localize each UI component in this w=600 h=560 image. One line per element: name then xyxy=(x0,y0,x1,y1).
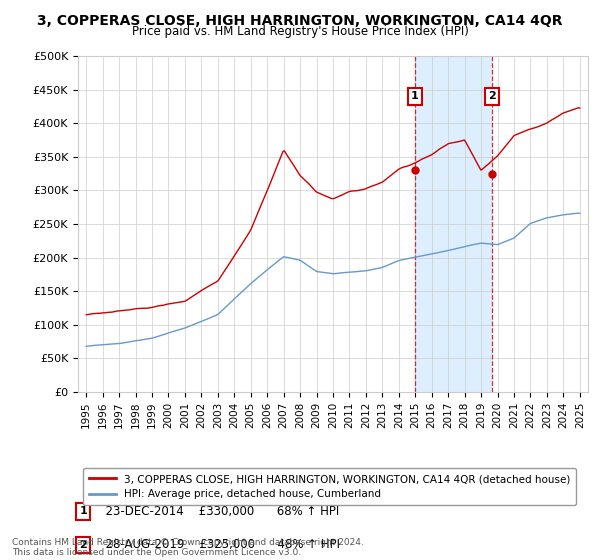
Text: 1: 1 xyxy=(79,506,87,516)
Text: Contains HM Land Registry data © Crown copyright and database right 2024.
This d: Contains HM Land Registry data © Crown c… xyxy=(12,538,364,557)
Text: 2: 2 xyxy=(488,91,496,101)
Text: 3, COPPERAS CLOSE, HIGH HARRINGTON, WORKINGTON, CA14 4QR: 3, COPPERAS CLOSE, HIGH HARRINGTON, WORK… xyxy=(37,14,563,28)
Bar xyxy=(415,56,492,392)
Text: 1: 1 xyxy=(411,91,419,101)
Text: Price paid vs. HM Land Registry's House Price Index (HPI): Price paid vs. HM Land Registry's House … xyxy=(131,25,469,38)
Text: 28-AUG-2019    £325,000      48% ↑ HPI: 28-AUG-2019 £325,000 48% ↑ HPI xyxy=(98,538,340,552)
Text: 23-DEC-2014    £330,000      68% ↑ HPI: 23-DEC-2014 £330,000 68% ↑ HPI xyxy=(98,505,340,518)
Text: 2: 2 xyxy=(79,540,87,550)
Legend: 3, COPPERAS CLOSE, HIGH HARRINGTON, WORKINGTON, CA14 4QR (detached house), HPI: : 3, COPPERAS CLOSE, HIGH HARRINGTON, WORK… xyxy=(83,468,577,506)
